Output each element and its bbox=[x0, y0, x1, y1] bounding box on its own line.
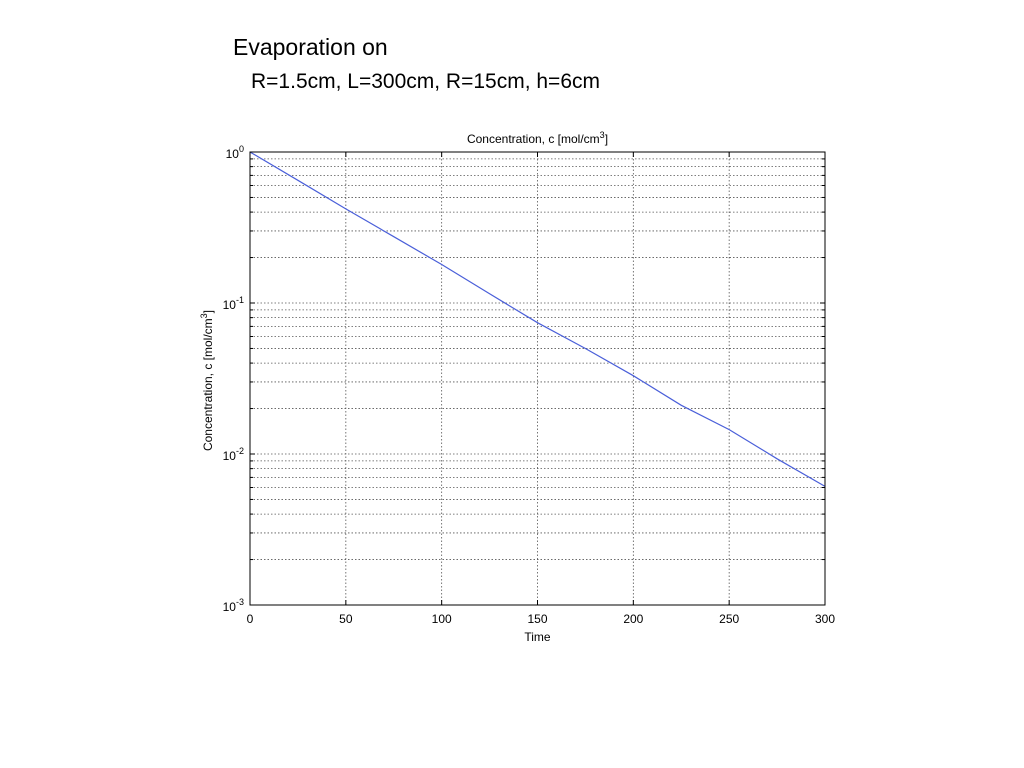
chart-title: Concentration, c [mol/cm3] bbox=[467, 130, 608, 146]
x-tick-label: 100 bbox=[432, 612, 452, 626]
x-tick-label: 250 bbox=[719, 612, 739, 626]
x-tick-label: 150 bbox=[527, 612, 547, 626]
slide-title: Evaporation on bbox=[233, 34, 388, 60]
y-tick-label: 10-3 bbox=[223, 597, 244, 614]
tick-marks bbox=[249, 152, 826, 606]
y-tick-label: 10-1 bbox=[223, 295, 244, 312]
x-tick-label: 50 bbox=[339, 612, 353, 626]
slide-subtitle: R=1.5cm, L=300cm, R=15cm, h=6cm bbox=[251, 70, 600, 93]
x-tick-label: 300 bbox=[815, 612, 835, 626]
grid bbox=[249, 152, 826, 606]
x-axis-label: Time bbox=[524, 630, 551, 644]
y-tick-labels: 100 10-1 10-2 10-3 bbox=[223, 144, 244, 614]
x-tick-label: 200 bbox=[623, 612, 643, 626]
y-tick-label: 10-2 bbox=[223, 446, 244, 463]
x-tick-label: 0 bbox=[247, 612, 254, 626]
series-line bbox=[249, 151, 826, 487]
y-tick-label: 100 bbox=[226, 144, 244, 161]
y-axis-label: Concentration, c [mol/cm3] bbox=[199, 310, 215, 451]
x-tick-labels: 0 50 100 150 200 250 300 bbox=[247, 612, 836, 626]
